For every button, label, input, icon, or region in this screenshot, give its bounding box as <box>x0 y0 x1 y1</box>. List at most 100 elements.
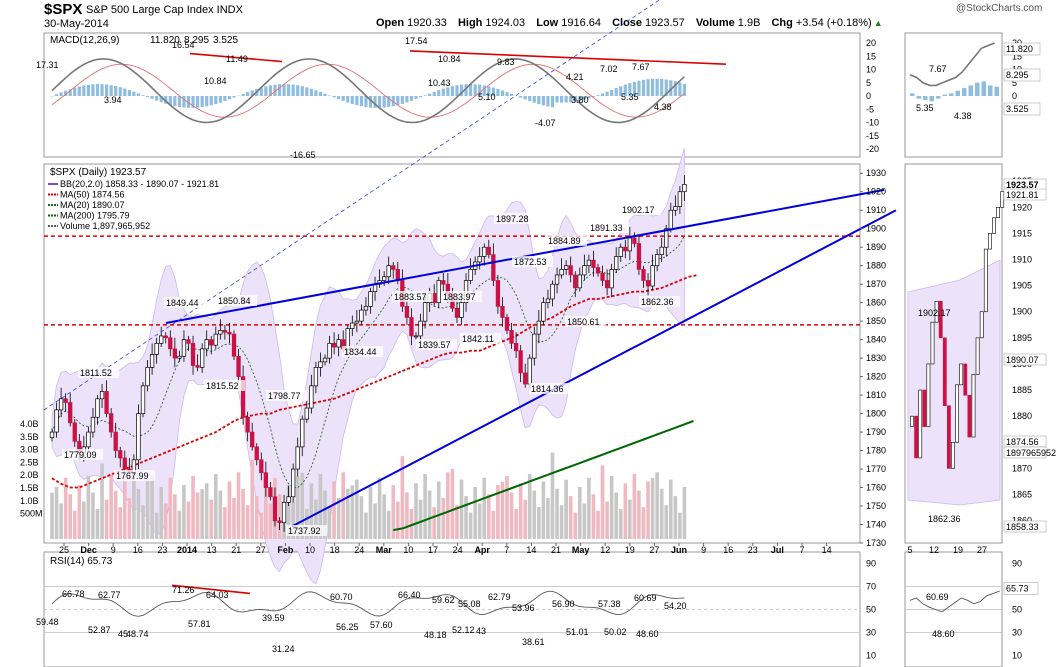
macd-histogram-bar <box>546 96 550 107</box>
inset-price-tick-label: 1880 <box>1012 411 1032 421</box>
candle-body <box>300 418 305 448</box>
macd-histogram-bar <box>268 85 272 96</box>
inset-annotation: 7.67 <box>929 64 947 74</box>
macd-histogram-bar <box>578 96 582 101</box>
volume-bar <box>564 479 568 539</box>
volume-bar <box>286 485 291 539</box>
rsi-annotation: 66.78 <box>62 589 85 599</box>
macd-histogram-bar <box>428 93 432 96</box>
rsi-annotation: 56.90 <box>552 599 575 609</box>
candle-body <box>422 302 428 322</box>
volume-bar <box>186 501 191 539</box>
volume-bar <box>195 492 200 539</box>
macd-legend-hist: 3.525 <box>213 35 238 46</box>
macd-legend-signal: 8.295 <box>184 35 209 46</box>
inset-annotation: 60.69 <box>926 592 949 602</box>
candle-body <box>513 342 519 352</box>
volume-bar <box>295 475 300 539</box>
inset-price-tick-label: 1905 <box>1012 281 1032 291</box>
annotation-bg <box>512 256 554 267</box>
volume-bar <box>118 507 123 539</box>
volume-bar <box>355 479 359 539</box>
volume-tick-label: 4.0B <box>20 419 39 429</box>
inset-macd-bar <box>994 86 999 96</box>
rsi-y-tick-label: 70 <box>866 582 876 592</box>
price-annotation: 1767.99 <box>116 471 149 481</box>
inset-price-tick-label: 1895 <box>1012 333 1032 343</box>
annotation-bg <box>392 291 434 302</box>
price-y-tick-label: 1880 <box>866 261 886 271</box>
macd-histogram-bar <box>519 96 523 98</box>
inset-candle <box>971 374 976 438</box>
volume-bar <box>432 507 436 539</box>
volume-bar <box>591 494 596 539</box>
volume-bar <box>59 503 63 539</box>
macd-histogram-bar <box>446 87 450 96</box>
inset-price-label-box <box>1003 188 1047 201</box>
x-tick-label: 14 <box>822 545 832 555</box>
open-label: Open <box>376 17 405 29</box>
candle-body <box>618 246 623 257</box>
candle-body <box>259 459 264 474</box>
volume-bar <box>659 488 664 539</box>
price-annotation: 1897.28 <box>496 214 529 224</box>
volume-bar <box>587 477 591 539</box>
macd-annotation: 7.67 <box>632 62 650 72</box>
macd-legend-value: 11.820 <box>150 35 180 46</box>
macd-histogram-bar <box>205 96 209 107</box>
candle-body <box>195 365 200 368</box>
macd-histogram-bar <box>223 96 227 102</box>
inset-candle <box>914 415 919 459</box>
volume-bar <box>191 475 195 539</box>
x-tick-label: Apr <box>474 545 490 555</box>
macd-histogram-bar <box>118 87 122 96</box>
rsi-divergence-line <box>171 584 251 595</box>
inset-candle <box>910 415 914 427</box>
inset-price-value-label: 1897965952 <box>1006 448 1056 458</box>
annotation-bg <box>62 449 104 460</box>
price-y-tick-label: 1820 <box>866 372 886 382</box>
annotation-bg <box>342 346 384 357</box>
macd-annotation: 5.10 <box>478 92 496 102</box>
inset-macd-bar <box>988 85 993 96</box>
price-y-tick-label: 1890 <box>866 242 886 252</box>
macd-histogram-bar <box>182 96 186 108</box>
macd-legend-label: MACD(12,26,9) <box>50 35 119 46</box>
candle-body <box>322 357 328 363</box>
macd-histogram-bar <box>441 88 445 96</box>
volume-bar <box>50 492 54 539</box>
candle-body <box>382 276 387 281</box>
volume-bar <box>268 503 273 539</box>
candle-body <box>122 457 127 470</box>
macd-histogram-bar <box>214 96 218 105</box>
candle-body <box>368 291 373 307</box>
index-name: S&P 500 Large Cap Index INDX <box>86 4 243 16</box>
macd-histogram-bar <box>682 83 687 96</box>
inset-candle <box>975 337 980 375</box>
macd-histogram-bar <box>227 96 232 100</box>
rsi-annotation: 50.02 <box>604 627 627 637</box>
volume-bar <box>537 507 541 539</box>
macd-histogram-bar <box>405 96 409 103</box>
close-value: 1923.57 <box>645 17 685 29</box>
inset-macd-value-label: 11.820 <box>1006 44 1033 54</box>
inset-macd-tick-label: 15 <box>1012 51 1022 61</box>
volume-bar <box>150 476 154 539</box>
macd-histogram-bar <box>669 80 673 96</box>
volume-bar <box>123 481 127 539</box>
price-y-tick-label: 1730 <box>866 538 886 548</box>
volume-bar <box>82 501 86 539</box>
candle-body <box>573 274 578 289</box>
macd-histogram-bar <box>619 86 623 96</box>
candle-body <box>63 398 68 403</box>
inset-x-tick-label: 12 <box>929 545 939 555</box>
candle-body <box>504 317 510 331</box>
x-tick-label: 16 <box>723 545 733 555</box>
volume-bar <box>77 485 82 539</box>
volume-bar <box>609 475 614 539</box>
x-tick-label: 24 <box>453 545 463 555</box>
rsi-annotation: 48.74 <box>126 629 149 639</box>
volume-bar <box>614 492 618 539</box>
candle-body <box>636 243 642 270</box>
macd-histogram-bar <box>314 90 318 96</box>
